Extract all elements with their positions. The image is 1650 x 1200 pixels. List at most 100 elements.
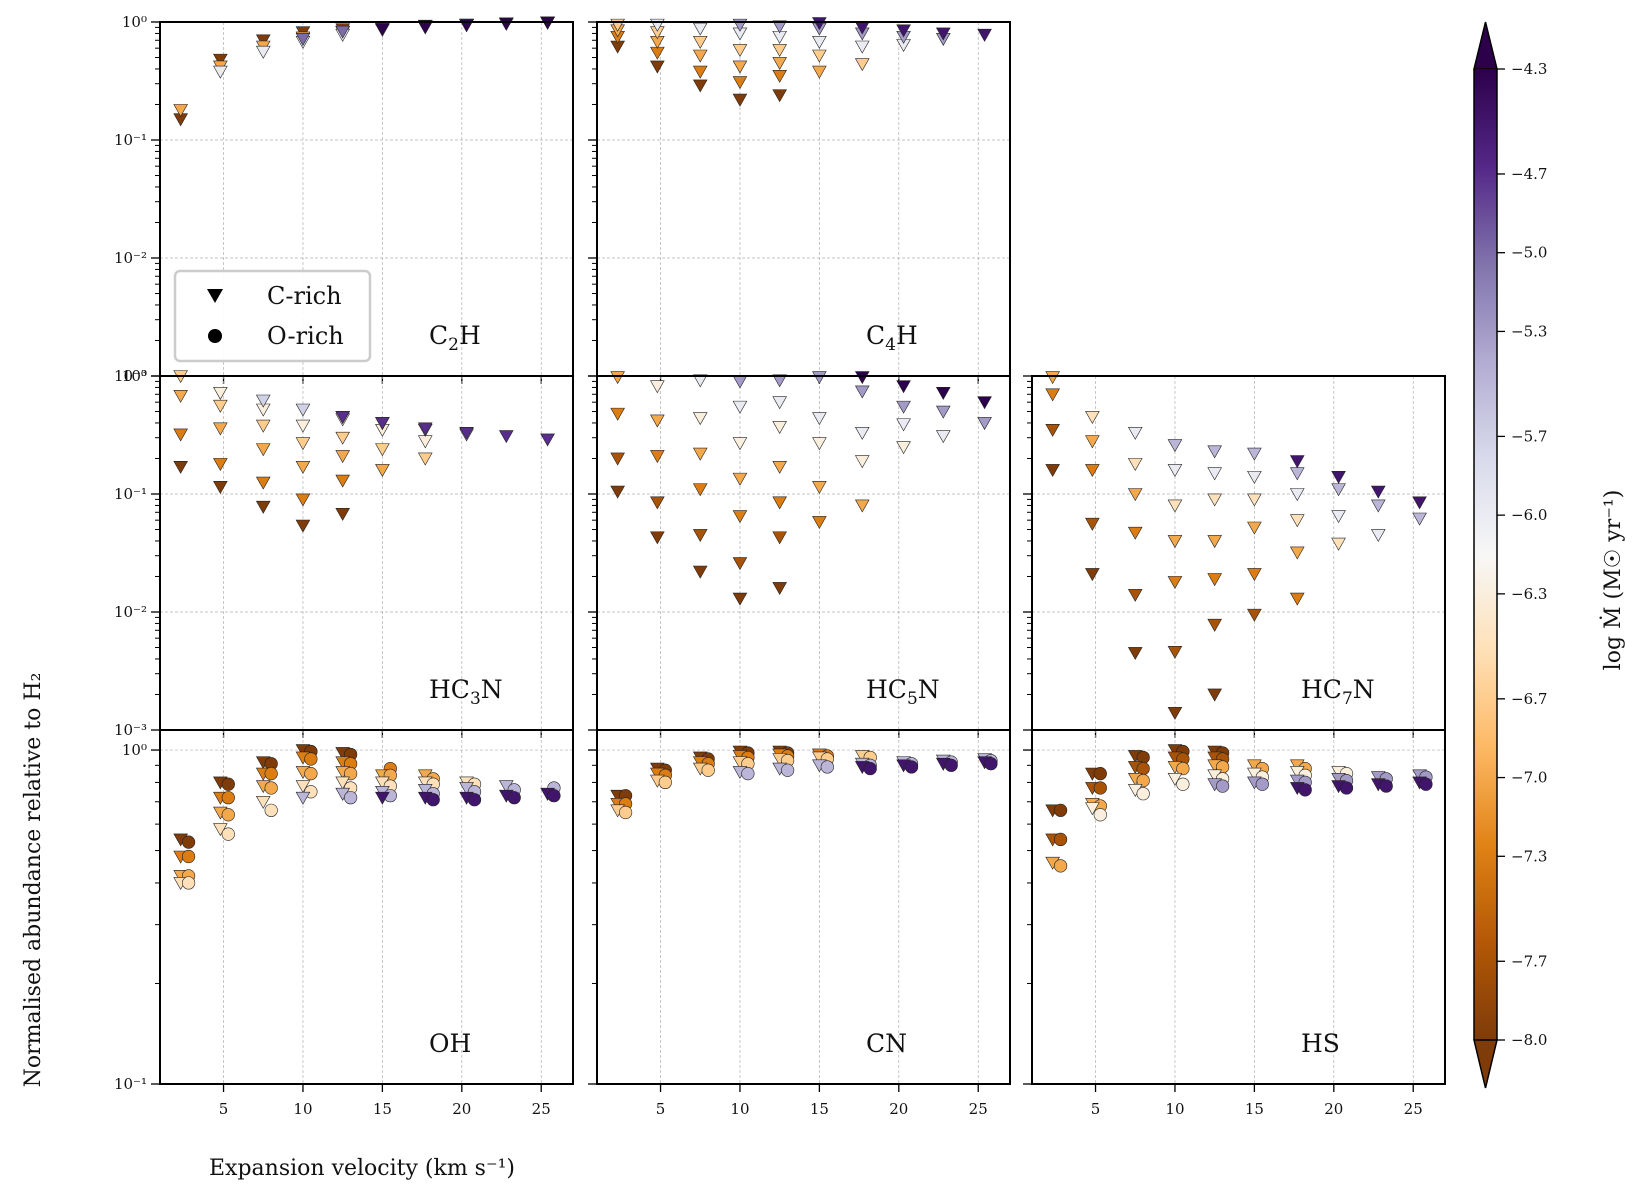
molecule-label: C4H xyxy=(866,321,918,355)
y-tick-label: 10⁻² xyxy=(114,249,147,267)
data-point-c-rich xyxy=(772,461,787,474)
data-point-o-rich xyxy=(467,793,482,807)
data-point-c-rich xyxy=(1085,411,1100,425)
data-point-c-rich xyxy=(692,22,708,36)
data-point-o-rich xyxy=(1053,803,1068,817)
data-point-c-rich xyxy=(213,458,228,471)
colorbar-tick-label: −5.7 xyxy=(1511,427,1547,445)
data-point-c-rich xyxy=(1167,576,1183,589)
colorbar-tick-label: −6.3 xyxy=(1511,585,1547,603)
legend-circle-icon xyxy=(208,329,222,343)
data-point-c-rich xyxy=(854,427,870,440)
data-point-c-rich xyxy=(772,531,787,545)
data-point-c-rich xyxy=(732,375,748,389)
data-point-c-rich xyxy=(977,417,992,431)
data-point-c-rich xyxy=(1289,592,1305,606)
data-point-c-rich xyxy=(295,437,311,451)
data-point-c-rich xyxy=(610,452,625,466)
y-tick-label: 10⁻¹ xyxy=(114,485,147,503)
data-point-c-rich xyxy=(896,418,911,432)
data-point-c-rich xyxy=(1127,458,1143,471)
data-point-c-rich xyxy=(335,25,350,39)
data-point-c-rich xyxy=(977,28,992,42)
data-point-c-rich xyxy=(213,65,228,79)
data-point-c-rich xyxy=(1207,535,1222,549)
data-point-o-rich xyxy=(1093,781,1107,795)
data-point-o-rich xyxy=(304,767,318,781)
molecule-label: OH xyxy=(429,1029,471,1058)
data-point-c-rich xyxy=(772,496,787,510)
data-point-c-rich xyxy=(255,476,271,490)
data-point-c-rich xyxy=(1289,455,1305,469)
data-point-c-rich xyxy=(1127,488,1143,502)
data-point-c-rich xyxy=(335,450,350,464)
data-point-c-rich xyxy=(732,60,748,74)
data-point-o-rich xyxy=(1216,779,1230,793)
data-point-c-rich xyxy=(1045,371,1060,385)
data-point-c-rich xyxy=(732,557,748,571)
data-point-c-rich xyxy=(1127,427,1143,440)
data-point-c-rich xyxy=(1331,537,1346,551)
colorbar-tick-label: −6.7 xyxy=(1511,690,1547,708)
data-point-c-rich xyxy=(1289,514,1305,528)
data-point-o-rich xyxy=(701,763,715,777)
data-point-c-rich xyxy=(213,53,228,67)
data-point-o-rich xyxy=(221,808,235,822)
x-tick-label: 20 xyxy=(1324,1100,1343,1118)
panels: 10⁻³ 10⁻² 10⁻¹ 10⁰ C2H C4H 10⁻³ 10⁻² 10⁻¹ 10⁰ HC3N… xyxy=(114,13,1446,1118)
data-point-c-rich xyxy=(255,419,271,433)
data-point-c-rich xyxy=(1370,499,1386,513)
data-point-c-rich xyxy=(610,407,625,421)
x-tick-label: 10 xyxy=(1165,1100,1184,1118)
data-point-c-rich xyxy=(772,421,787,435)
data-point-o-rich xyxy=(1379,779,1393,793)
data-point-c-rich xyxy=(692,49,708,63)
data-point-o-rich xyxy=(1053,832,1068,847)
data-point-c-rich xyxy=(1207,467,1222,481)
data-point-o-rich xyxy=(507,791,521,805)
data-point-c-rich xyxy=(498,430,514,444)
data-point-c-rich xyxy=(854,499,870,513)
data-point-o-rich xyxy=(264,781,278,795)
data-point-c-rich xyxy=(335,431,350,445)
panel-frame xyxy=(596,375,1011,731)
data-point-c-rich xyxy=(1370,529,1386,543)
panel-frame xyxy=(1031,729,1446,1085)
data-point-c-rich xyxy=(1045,388,1060,402)
data-point-c-rich xyxy=(1207,445,1222,459)
data-point-c-rich xyxy=(1085,802,1100,816)
data-point-c-rich xyxy=(1247,447,1262,461)
data-point-o-rich xyxy=(1339,781,1354,795)
panel-hc5n: HC5N xyxy=(588,371,1011,738)
data-point-c-rich xyxy=(935,27,951,41)
data-point-c-rich xyxy=(772,57,787,71)
colorbar-tick-label: −5.3 xyxy=(1511,322,1547,340)
data-point-o-rich xyxy=(1136,761,1150,776)
data-point-c-rich xyxy=(650,46,665,60)
data-point-o-rich xyxy=(820,760,834,774)
data-point-c-rich xyxy=(335,507,350,521)
data-point-c-rich xyxy=(1085,464,1100,478)
data-point-c-rich xyxy=(1247,521,1262,535)
data-point-c-rich xyxy=(335,411,350,425)
colorbar-extend-min xyxy=(1473,1039,1498,1089)
legend-triangle-icon xyxy=(207,289,223,303)
data-point-o-rich xyxy=(221,777,235,791)
colorbar-tick-label: −7.3 xyxy=(1511,847,1547,865)
data-point-c-rich xyxy=(854,40,870,54)
data-point-c-rich xyxy=(692,35,708,49)
data-point-c-rich xyxy=(692,529,708,543)
data-point-c-rich xyxy=(417,21,433,35)
data-point-c-rich xyxy=(1289,488,1305,502)
data-point-c-rich xyxy=(1167,535,1183,549)
data-point-o-rich xyxy=(1093,767,1107,781)
data-point-c-rich xyxy=(173,389,188,403)
data-point-o-rich xyxy=(1136,774,1150,788)
colorbar-gradient xyxy=(1474,69,1497,1040)
data-point-c-rich xyxy=(1167,464,1183,478)
data-point-c-rich xyxy=(295,403,311,417)
data-point-c-rich xyxy=(295,419,311,433)
data-point-c-rich xyxy=(896,24,911,38)
data-point-c-rich xyxy=(977,396,992,410)
